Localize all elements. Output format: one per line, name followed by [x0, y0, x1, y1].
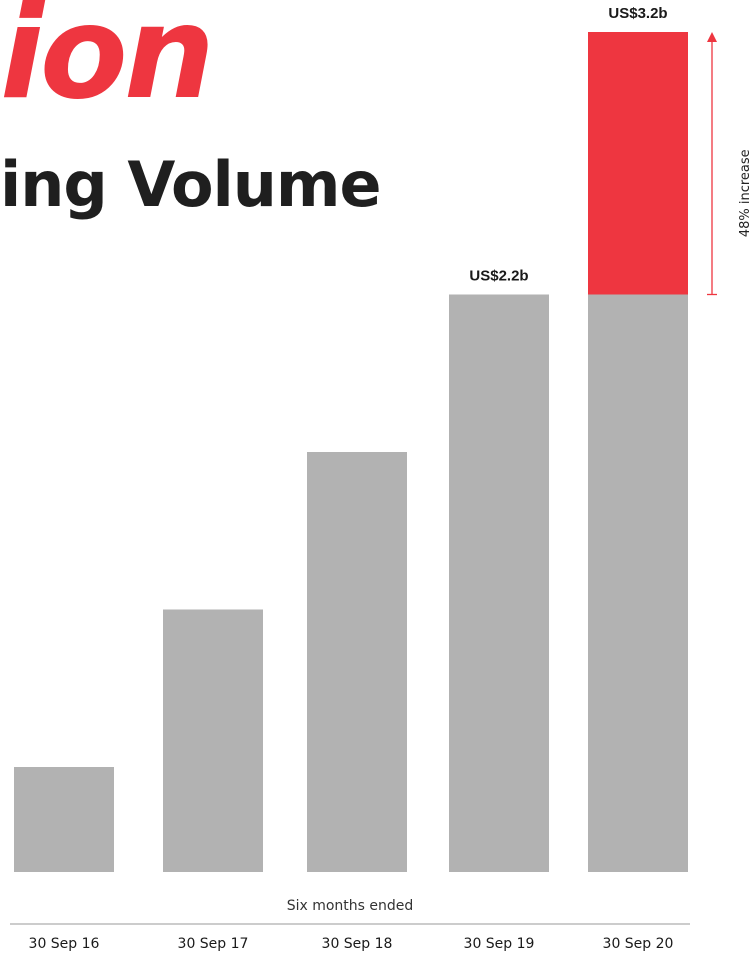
- increase-arrowhead-icon: [707, 32, 717, 42]
- title-fragment: ion: [0, 0, 215, 128]
- bar-2: [163, 609, 263, 872]
- bar-5-increase-segment: [588, 32, 688, 295]
- x-tick-label-1: 30 Sep 16: [29, 936, 100, 952]
- bar-4: [449, 294, 549, 872]
- x-tick-label-4: 30 Sep 19: [464, 936, 535, 952]
- subtitle-fragment: ing Volume: [0, 148, 382, 221]
- x-tick-label-3: 30 Sep 18: [322, 936, 393, 952]
- bar-5: [588, 294, 688, 872]
- bars-group: [14, 32, 688, 872]
- increase-annotation: 48% increase: [707, 32, 753, 296]
- bar-3: [307, 452, 407, 872]
- x-tick-labels-group: 30 Sep 16 30 Sep 17 30 Sep 18 30 Sep 19 30 S…: [29, 936, 674, 952]
- x-axis-caption: Six months ended: [287, 898, 414, 914]
- x-tick-label-5: 30 Sep 20: [603, 936, 674, 952]
- value-label-4: US$2.2b: [469, 268, 528, 285]
- increase-label: 48% increase: [738, 149, 753, 237]
- x-tick-label-2: 30 Sep 17: [178, 936, 249, 952]
- bar-1: [14, 767, 114, 872]
- value-label-5: US$3.2b: [608, 5, 667, 22]
- value-labels-group: US$2.2b US$3.2b: [469, 5, 667, 285]
